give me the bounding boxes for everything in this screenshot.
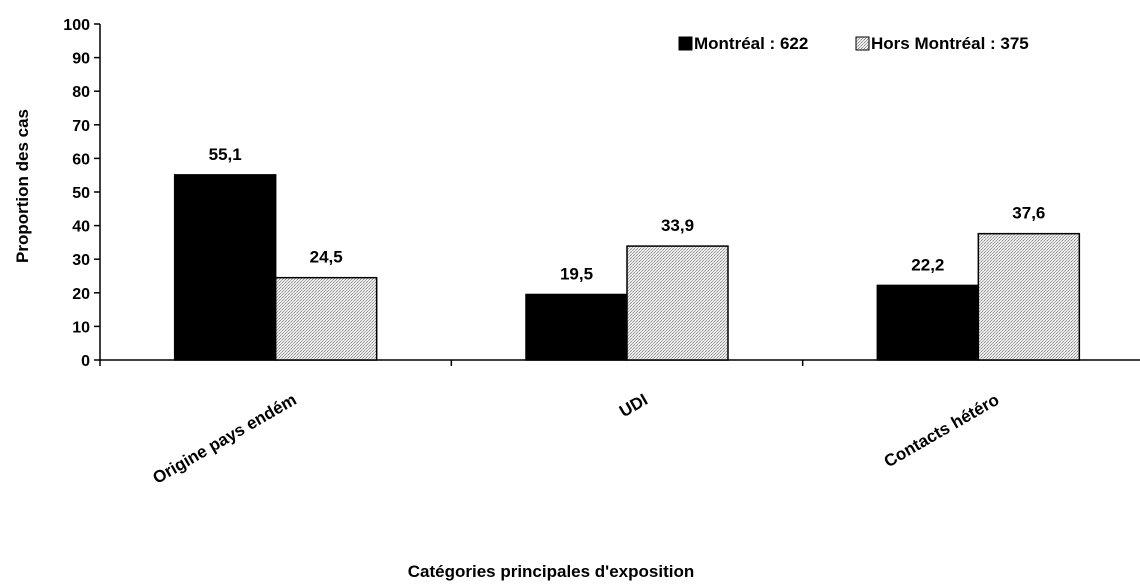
- y-tick-label: 0: [81, 353, 90, 370]
- legend-label-montreal: Montréal : 622: [694, 34, 808, 53]
- bar-montreal: [173, 174, 277, 361]
- y-tick-label: 20: [72, 286, 90, 303]
- bar-value-label: 55,1: [209, 145, 242, 164]
- x-category-label: UDI: [616, 390, 651, 421]
- bar-hors-montreal: [274, 276, 378, 361]
- x-axis-title: Catégories principales d'exposition: [408, 562, 695, 581]
- value-labels: 55,1 24,5 19,5 33,9 22,2 37,6: [209, 145, 1046, 284]
- category-labels: Origine pays endém UDI Contacts hétéro: [149, 390, 1002, 488]
- y-axis-title: Proportion des cas: [13, 109, 32, 263]
- bar-value-label: 24,5: [310, 248, 343, 267]
- bar-montreal: [525, 293, 628, 361]
- legend-swatch-hors-montreal: [855, 36, 870, 51]
- bars: [173, 174, 1081, 361]
- y-tick-label: 80: [72, 84, 90, 101]
- y-tick-label: 50: [72, 185, 90, 202]
- bar-value-label: 19,5: [560, 264, 593, 283]
- x-axis: [99, 359, 1140, 366]
- legend-swatch-montreal: [678, 36, 693, 51]
- y-axis: 0 10 20 30 40 50 60 70 80 90 100: [63, 17, 101, 370]
- legend-label-hors-montreal: Hors Montréal : 375: [871, 34, 1029, 53]
- x-category-label: Origine pays endém: [149, 390, 299, 488]
- y-tick-label: 10: [72, 319, 90, 336]
- y-tick-label: 70: [72, 118, 90, 135]
- y-tick-label: 100: [63, 17, 90, 34]
- bar-hors-montreal: [977, 232, 1081, 361]
- bar-montreal: [876, 284, 980, 361]
- bar-value-label: 22,2: [911, 255, 944, 274]
- legend: Montréal : 622 Hors Montréal : 375: [678, 34, 1029, 53]
- bar-hors-montreal: [626, 245, 729, 361]
- x-category-label: Contacts hétéro: [881, 390, 1003, 471]
- bar-value-label: 33,9: [661, 216, 694, 235]
- y-tick-label: 30: [72, 252, 90, 269]
- y-tick-label: 40: [72, 219, 90, 236]
- y-tick-label: 90: [72, 51, 90, 68]
- y-tick-label: 60: [72, 151, 90, 168]
- bar-value-label: 37,6: [1012, 204, 1045, 223]
